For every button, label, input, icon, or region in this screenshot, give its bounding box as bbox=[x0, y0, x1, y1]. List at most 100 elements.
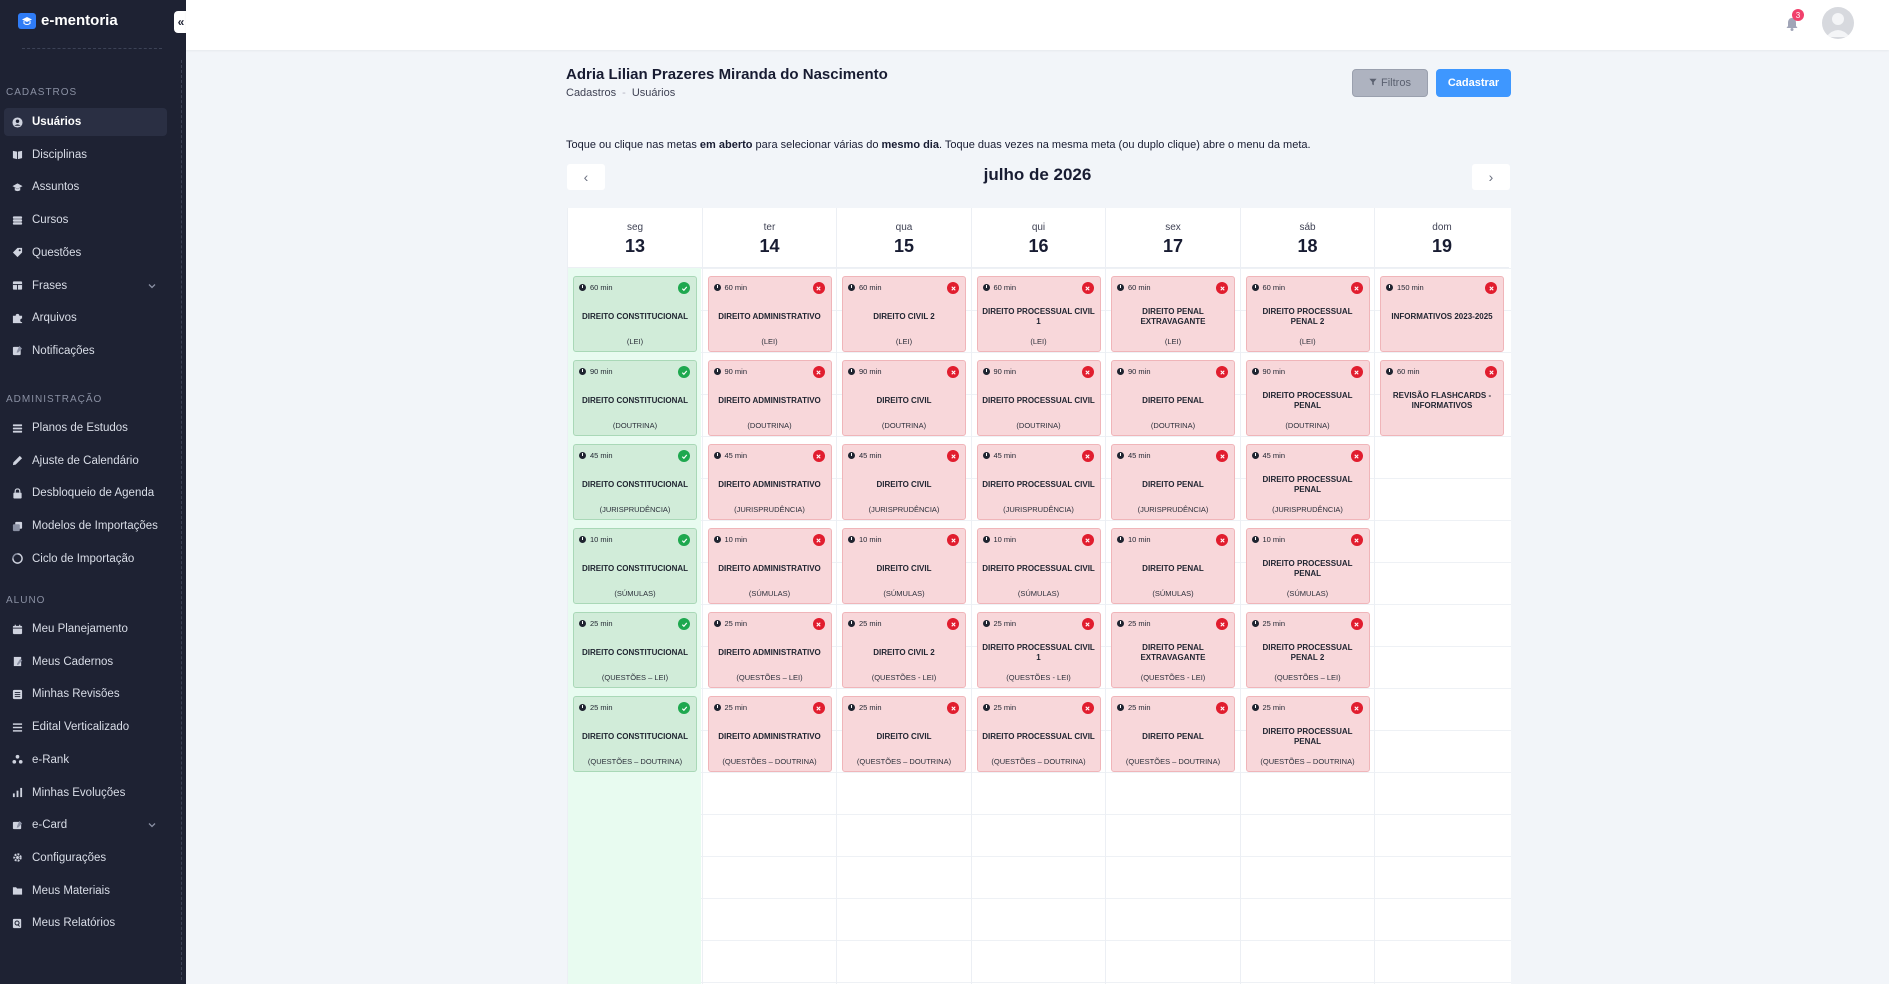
goal-card[interactable]: 60 min DIREITO PENAL EXTRAVAGANTE (LEI) bbox=[1111, 276, 1235, 352]
goal-card[interactable]: 90 min DIREITO CONSTITUCIONAL (DOUTRINA) bbox=[573, 360, 697, 436]
goal-card[interactable]: 10 min DIREITO ADMINISTRATIVO (SÚMULAS) bbox=[707, 528, 832, 604]
divider bbox=[22, 48, 162, 49]
clock-icon bbox=[1117, 704, 1124, 711]
goal-card[interactable]: 60 min DIREITO ADMINISTRATIVO (LEI) bbox=[707, 276, 832, 352]
goal-card[interactable]: 90 min DIREITO CIVIL (DOUTRINA) bbox=[842, 360, 966, 436]
sidebar-item[interactable]: Arquivos bbox=[4, 304, 167, 332]
goal-card[interactable]: 10 min DIREITO PROCESSUAL PENAL (SÚMULAS… bbox=[1245, 528, 1370, 604]
duration-text: 25 min bbox=[590, 619, 613, 628]
sidebar-item[interactable]: Questões bbox=[4, 239, 167, 267]
day-column[interactable]: qua 15 60 min DIREITO CIVIL 2 (LEI) 90 m… bbox=[836, 208, 971, 984]
goal-card[interactable]: 45 min DIREITO CIVIL (JURISPRUDÊNCIA) bbox=[842, 444, 966, 520]
goal-card[interactable]: 25 min DIREITO CIVIL 2 (QUESTÕES - LEI) bbox=[842, 612, 966, 688]
goal-card[interactable]: 25 min DIREITO CIVIL (QUESTÕES – DOUTRIN… bbox=[842, 696, 966, 772]
sidebar-item[interactable]: Minhas Evoluções bbox=[4, 779, 167, 807]
sidebar-item[interactable]: Frases bbox=[4, 272, 167, 300]
goal-card[interactable]: 45 min DIREITO PROCESSUAL PENAL (JURISPR… bbox=[1245, 444, 1370, 520]
register-button[interactable]: Cadastrar bbox=[1436, 69, 1511, 97]
goal-card[interactable]: 90 min DIREITO PROCESSUAL PENAL (DOUTRIN… bbox=[1245, 360, 1370, 436]
sidebar-item[interactable]: Configurações bbox=[4, 844, 167, 872]
sidebar-item[interactable]: Notificações bbox=[4, 337, 167, 365]
goal-card[interactable]: 150 min INFORMATIVOS 2023-2025 bbox=[1380, 276, 1504, 352]
goal-card[interactable]: 60 min DIREITO CIVIL 2 (LEI) bbox=[842, 276, 966, 352]
day-column[interactable]: dom 19 150 min INFORMATIVOS 2023-2025 60… bbox=[1374, 208, 1509, 984]
sidebar-item-label: Assuntos bbox=[32, 181, 80, 194]
breadcrumb-item-cadastros[interactable]: Cadastros bbox=[566, 87, 617, 99]
goal-card[interactable]: 60 min DIREITO PROCESSUAL CIVIL 1 (LEI) bbox=[976, 276, 1101, 352]
sidebar-item[interactable]: Disciplinas bbox=[4, 141, 167, 169]
goal-card[interactable]: 25 min DIREITO ADMINISTRATIVO (QUESTÕES … bbox=[707, 612, 832, 688]
goal-card[interactable]: 25 min DIREITO PROCESSUAL PENAL 2 (QUEST… bbox=[1245, 612, 1370, 688]
user-avatar[interactable] bbox=[1822, 7, 1854, 39]
grid-line bbox=[567, 772, 1511, 773]
goal-subject: DIREITO CIVIL bbox=[876, 480, 932, 489]
sidebar-item[interactable]: Usuários bbox=[4, 108, 167, 136]
goal-card[interactable]: 10 min DIREITO CONSTITUCIONAL (SÚMULAS) bbox=[573, 528, 697, 604]
collapse-sidebar-button[interactable]: « bbox=[174, 11, 188, 33]
sidebar-item[interactable]: Modelos de Importações bbox=[4, 512, 167, 540]
goal-card[interactable]: 90 min DIREITO PENAL (DOUTRINA) bbox=[1111, 360, 1235, 436]
page-title: Adria Lilian Prazeres Miranda do Nascime… bbox=[566, 66, 888, 83]
goal-card[interactable]: 60 min DIREITO PROCESSUAL PENAL 2 (LEI) bbox=[1245, 276, 1370, 352]
day-column[interactable]: ter 14 60 min DIREITO ADMINISTRATIVO (LE… bbox=[701, 208, 837, 984]
breadcrumb-item-usuarios[interactable]: Usuários bbox=[631, 87, 676, 99]
book-icon bbox=[12, 149, 23, 160]
goal-card[interactable]: 25 min DIREITO PROCESSUAL PENAL (QUESTÕE… bbox=[1245, 696, 1370, 772]
duration-text: 45 min bbox=[1128, 451, 1151, 460]
day-header: sex 17 bbox=[1106, 208, 1240, 268]
goal-card[interactable]: 10 min DIREITO CIVIL (SÚMULAS) bbox=[842, 528, 966, 604]
sidebar-item[interactable]: e-Card bbox=[4, 811, 167, 839]
goal-duration: 90 min bbox=[713, 367, 747, 376]
sidebar-item[interactable]: Ciclo de Importação bbox=[4, 545, 167, 573]
sidebar-item[interactable]: Cursos bbox=[4, 206, 167, 234]
goal-card[interactable]: 60 min REVISÃO FLASHCARDS - INFORMATIVOS bbox=[1380, 360, 1504, 436]
sidebar-item[interactable]: e-Rank bbox=[4, 746, 167, 774]
goal-card[interactable]: 25 min DIREITO PENAL (QUESTÕES – DOUTRIN… bbox=[1111, 696, 1235, 772]
goal-card[interactable]: 45 min DIREITO PROCESSUAL CIVIL (JURISPR… bbox=[976, 444, 1101, 520]
goal-duration: 25 min bbox=[1251, 619, 1285, 628]
filters-button[interactable]: Filtros bbox=[1352, 69, 1428, 97]
goal-card[interactable]: 45 min DIREITO PENAL (JURISPRUDÊNCIA) bbox=[1111, 444, 1235, 520]
sidebar-item-label: Meus Cadernos bbox=[32, 655, 114, 668]
sidebar-item[interactable]: Meu Planejamento bbox=[4, 615, 167, 643]
goal-card[interactable]: 25 min DIREITO CONSTITUCIONAL (QUESTÕES … bbox=[573, 612, 697, 688]
sidebar-item-label: Meu Planejamento bbox=[32, 623, 128, 635]
goal-duration: 90 min bbox=[982, 367, 1016, 376]
goal-subject: INFORMATIVOS 2023-2025 bbox=[1391, 312, 1493, 321]
day-column[interactable]: sáb 18 60 min DIREITO PROCESSUAL PENAL 2… bbox=[1239, 208, 1375, 984]
sidebar-item[interactable]: Desbloqueio de Agenda bbox=[4, 479, 167, 507]
goal-card[interactable]: 25 min DIREITO PROCESSUAL CIVIL 1 (QUEST… bbox=[976, 612, 1101, 688]
goal-card[interactable]: 90 min DIREITO ADMINISTRATIVO (DOUTRINA) bbox=[707, 360, 832, 436]
sidebar-item[interactable]: Meus Cadernos bbox=[4, 648, 167, 676]
goal-card[interactable]: 25 min DIREITO PROCESSUAL CIVIL (QUESTÕE… bbox=[976, 696, 1101, 772]
goal-card[interactable]: 10 min DIREITO PENAL (SÚMULAS) bbox=[1111, 528, 1235, 604]
sidebar-item[interactable]: Ajuste de Calendário bbox=[4, 447, 167, 475]
goal-subject: DIREITO CIVIL bbox=[876, 732, 932, 741]
sidebar-item[interactable]: Edital Verticalizado bbox=[4, 713, 167, 741]
brand-logo[interactable]: e-mentoria bbox=[18, 12, 118, 29]
sidebar-item[interactable]: Assuntos bbox=[4, 173, 167, 201]
sidebar-item[interactable]: Meus Materiais bbox=[4, 877, 167, 905]
goal-card[interactable]: 60 min DIREITO CONSTITUCIONAL (LEI) bbox=[573, 276, 697, 352]
sidebar-section-title: ADMINISTRAÇÃO bbox=[6, 394, 103, 405]
day-column[interactable]: qui 16 60 min DIREITO PROCESSUAL CIVIL 1… bbox=[970, 208, 1106, 984]
goal-card[interactable]: 45 min DIREITO CONSTITUCIONAL (JURISPRUD… bbox=[573, 444, 697, 520]
goal-card[interactable]: 25 min DIREITO ADMINISTRATIVO (QUESTÕES … bbox=[707, 696, 832, 772]
day-column[interactable]: seg 13 60 min DIREITO CONSTITUCIONAL (LE… bbox=[567, 208, 702, 984]
goal-card[interactable]: 90 min DIREITO PROCESSUAL CIVIL (DOUTRIN… bbox=[976, 360, 1101, 436]
day-column[interactable]: sex 17 60 min DIREITO PENAL EXTRAVAGANTE… bbox=[1105, 208, 1240, 984]
previous-week-button[interactable]: ‹ bbox=[567, 164, 605, 190]
grid-line bbox=[567, 520, 1511, 521]
goal-card[interactable]: 10 min DIREITO PROCESSUAL CIVIL (SÚMULAS… bbox=[976, 528, 1101, 604]
goal-card[interactable]: 45 min DIREITO ADMINISTRATIVO (JURISPRUD… bbox=[707, 444, 832, 520]
hint-text-1: Toque ou clique nas metas bbox=[566, 139, 700, 151]
sidebar-scrollbar[interactable] bbox=[181, 60, 182, 980]
x-circle-icon bbox=[1081, 534, 1094, 546]
sidebar-item[interactable]: Planos de Estudos bbox=[4, 414, 167, 442]
sidebar-item[interactable]: Meus Relatórios bbox=[4, 909, 167, 937]
next-week-button[interactable]: › bbox=[1472, 164, 1510, 190]
sidebar-item[interactable]: Minhas Revisões bbox=[4, 680, 167, 708]
goal-type: (DOUTRINA) bbox=[1150, 421, 1196, 430]
goal-card[interactable]: 25 min DIREITO CONSTITUCIONAL (QUESTÕES … bbox=[573, 696, 697, 772]
goal-card[interactable]: 25 min DIREITO PENAL EXTRAVAGANTE (QUEST… bbox=[1111, 612, 1235, 688]
